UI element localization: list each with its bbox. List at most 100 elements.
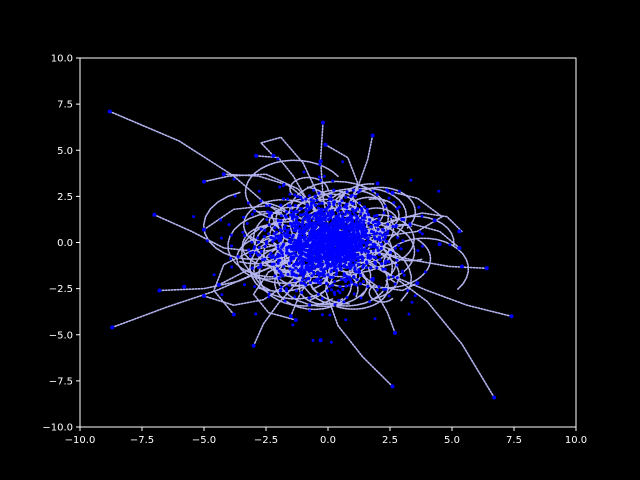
cloud-point bbox=[294, 220, 298, 224]
cloud-point bbox=[302, 216, 306, 220]
cloud-point bbox=[402, 273, 406, 277]
cloud-point bbox=[329, 288, 334, 292]
x-tick-label: −10.0 bbox=[65, 435, 96, 446]
cloud-point bbox=[276, 237, 280, 241]
trajectory-loop bbox=[368, 284, 394, 303]
cloud-point bbox=[306, 205, 310, 208]
cloud-point bbox=[317, 240, 321, 244]
cloud-point bbox=[328, 241, 332, 245]
cloud-point bbox=[350, 251, 354, 255]
cloud-point bbox=[363, 249, 367, 253]
cloud-point bbox=[279, 285, 283, 289]
cloud-point bbox=[329, 197, 333, 201]
cloud-point bbox=[316, 229, 321, 233]
cloud-point bbox=[395, 263, 399, 267]
cloud-point bbox=[337, 216, 341, 220]
cloud-point bbox=[363, 235, 367, 239]
endpoint-marker bbox=[323, 142, 328, 147]
cloud-point bbox=[287, 228, 291, 232]
cloud-point bbox=[361, 265, 365, 269]
endpoint-marker bbox=[271, 153, 276, 158]
cloud-point bbox=[289, 238, 293, 242]
y-tick-label: 5.0 bbox=[57, 146, 73, 157]
cloud-point bbox=[337, 234, 341, 238]
cloud-point bbox=[330, 250, 334, 254]
cloud-point bbox=[297, 230, 301, 234]
cloud-point bbox=[340, 199, 344, 203]
cloud-point bbox=[368, 218, 372, 222]
cloud-point bbox=[362, 222, 366, 226]
cloud-point bbox=[302, 241, 306, 245]
cloud-point bbox=[352, 240, 356, 244]
endpoint-marker bbox=[432, 218, 437, 223]
cloud-point bbox=[349, 223, 353, 226]
cloud-point bbox=[294, 241, 298, 245]
cloud-point bbox=[334, 232, 339, 236]
cloud-point bbox=[205, 239, 209, 243]
cloud-point bbox=[306, 214, 310, 218]
cloud-point bbox=[280, 235, 284, 239]
cloud-point bbox=[279, 273, 283, 277]
cloud-point bbox=[395, 276, 399, 280]
cloud-point bbox=[423, 270, 427, 274]
cloud-point bbox=[371, 242, 375, 246]
cloud-point bbox=[267, 292, 271, 296]
cloud-point bbox=[356, 216, 360, 220]
cloud-point bbox=[376, 237, 380, 241]
cloud-point bbox=[285, 210, 289, 214]
cloud-point bbox=[296, 269, 300, 273]
cloud-point bbox=[343, 212, 347, 216]
cloud-point bbox=[333, 293, 337, 296]
cloud-point bbox=[359, 212, 363, 216]
cloud-point bbox=[331, 230, 335, 234]
y-axis: −10.0 −7.5 −5.0 −2.5 0.0 2.5 5.0 7.5 10.0 bbox=[42, 54, 80, 434]
cloud-point bbox=[317, 220, 321, 224]
cloud-point bbox=[368, 233, 372, 237]
cloud-point bbox=[360, 255, 364, 258]
cloud-point bbox=[353, 213, 357, 217]
cloud-point bbox=[326, 211, 330, 215]
cloud-point bbox=[369, 240, 373, 244]
cloud-point bbox=[316, 256, 320, 260]
cloud-point bbox=[378, 258, 382, 262]
cloud-point bbox=[345, 206, 349, 210]
cloud-point bbox=[375, 193, 379, 196]
cloud-point bbox=[313, 229, 317, 233]
cloud-point bbox=[313, 246, 317, 251]
cloud-point bbox=[353, 255, 357, 259]
cloud-point bbox=[325, 258, 329, 262]
cloud-point bbox=[338, 248, 341, 251]
cloud-point bbox=[294, 228, 298, 232]
cloud-point bbox=[340, 251, 344, 255]
cloud-point bbox=[253, 245, 257, 249]
cloud-point bbox=[329, 213, 333, 217]
cloud-point bbox=[307, 207, 311, 211]
endpoint-marker bbox=[221, 172, 226, 177]
endpoint-marker bbox=[437, 242, 442, 247]
cloud-point bbox=[281, 184, 285, 188]
cloud-point bbox=[325, 234, 329, 238]
cloud-point bbox=[346, 224, 350, 228]
cloud-point bbox=[220, 293, 224, 297]
cloud-point bbox=[347, 250, 351, 254]
cloud-point bbox=[232, 177, 236, 181]
cloud-point bbox=[300, 290, 304, 295]
cloud-point bbox=[352, 282, 356, 286]
cloud-point bbox=[229, 256, 233, 260]
endpoint-marker bbox=[390, 190, 395, 195]
trajectory-trail bbox=[347, 191, 443, 242]
cloud-point bbox=[330, 223, 334, 228]
trajectory-loop bbox=[360, 239, 432, 289]
cloud-point bbox=[263, 244, 267, 249]
cloud-point bbox=[340, 211, 344, 214]
cloud-point bbox=[353, 194, 357, 198]
cloud-point bbox=[312, 272, 316, 276]
cloud-point bbox=[327, 246, 331, 250]
cloud-point bbox=[356, 256, 360, 260]
cloud-point bbox=[300, 198, 304, 202]
cloud-point bbox=[263, 257, 267, 261]
cloud-point bbox=[279, 214, 283, 218]
cloud-point bbox=[336, 245, 340, 249]
cloud-point bbox=[250, 266, 254, 270]
endpoint-marker bbox=[288, 314, 293, 319]
